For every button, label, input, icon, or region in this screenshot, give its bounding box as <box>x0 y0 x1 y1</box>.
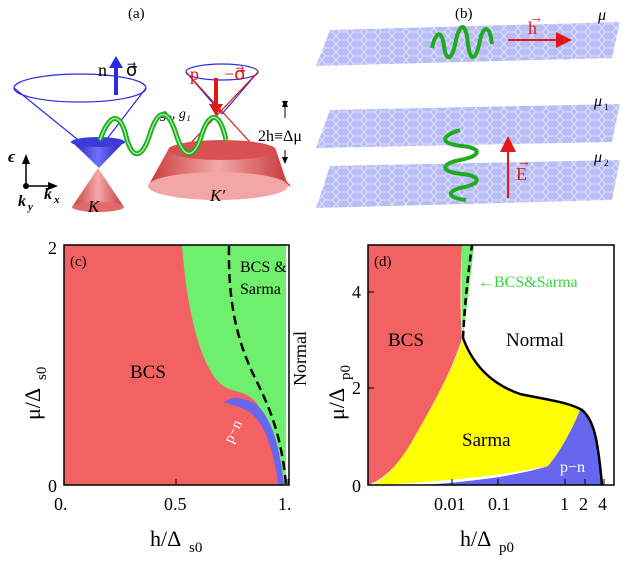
d-ytick-2: 2 <box>352 378 361 398</box>
panel-c-label: (c) <box>70 254 87 270</box>
d-xtick-1: 1 <box>560 494 569 514</box>
svg-text:p0: p0 <box>499 540 514 556</box>
region-pn-d <box>420 410 602 485</box>
axis-ky-label: k <box>18 193 26 210</box>
panel-c: (c) BCS BCS & Sarma Normal p−n 2 0 0. 0.… <box>20 238 310 556</box>
wave-top <box>430 25 494 60</box>
panel-d: (d) BCS Normal Sarma p−n ←BCS&Sarma 4 2 … <box>324 244 615 556</box>
graphene-layer-2 <box>316 160 620 208</box>
panel-a: (a) n σ⃗ p −σ⃗ <box>8 6 302 216</box>
d-ylabel: μ/Δ p0 <box>324 365 354 420</box>
region-pn-d-label: p−n <box>560 459 585 476</box>
region-bcs-sarma-label-1: BCS & <box>240 259 287 276</box>
svg-text:2: 2 <box>604 158 609 168</box>
h-label: h <box>528 18 537 38</box>
panel-b: (b) h → E → μ μ 1 μ 2 <box>316 6 620 208</box>
mu-top-label: μ <box>597 7 606 24</box>
region-normal-d-label: Normal <box>506 330 564 351</box>
boundary-d <box>461 337 604 486</box>
svg-text:s0: s0 <box>189 540 202 556</box>
d-xlabel: h/Δ p0 <box>460 526 514 556</box>
frame-d <box>367 244 615 486</box>
region-bcs-d <box>368 245 462 485</box>
region-bcs-label: BCS <box>130 362 166 383</box>
dashed-boundary <box>227 245 288 486</box>
svg-text:h/Δ: h/Δ <box>150 526 181 551</box>
d-xtick-01: 0.1 <box>488 494 511 514</box>
svg-text:→: → <box>517 155 531 170</box>
p-label: p <box>190 64 199 84</box>
axis-kx-label: k <box>44 186 52 203</box>
svg-text:h/Δ: h/Δ <box>460 526 491 551</box>
svg-text:p0: p0 <box>338 365 354 380</box>
panel-b-label: (b) <box>455 6 473 22</box>
c-xtick-0: 0. <box>54 494 68 514</box>
panel-d-label: (d) <box>374 254 392 270</box>
E-label: E <box>516 164 527 184</box>
c-xtick-1: 1. <box>278 494 292 514</box>
mu1-label: μ <box>593 93 602 110</box>
region-pn <box>224 397 284 485</box>
svg-text:x: x <box>53 194 60 206</box>
c-xlabel: h/Δ s0 <box>150 526 202 556</box>
sigma-up-label: σ⃗ <box>126 60 137 80</box>
wave-vertical <box>443 128 479 202</box>
bcs-sarma-arrow-label: ←BCS&Sarma <box>478 274 578 291</box>
d-xtick-2: 2 <box>579 494 588 514</box>
valley-K-label: K <box>87 197 101 216</box>
c-ytick-2: 2 <box>48 238 57 258</box>
svg-text:μ/Δ: μ/Δ <box>20 388 45 420</box>
region-bcs-d-label: BCS <box>388 330 424 351</box>
splitting-label: 2h≡Δμ <box>258 128 302 145</box>
svg-text:→: → <box>529 11 543 26</box>
mu2-label: μ <box>593 149 602 166</box>
svg-text:1: 1 <box>604 102 609 112</box>
region-sarma-d-label: Sarma <box>462 430 511 451</box>
svg-text:s0: s0 <box>34 367 50 380</box>
c-ylabel: μ/Δ s0 <box>20 367 50 420</box>
valley-Kp-label: K′ <box>209 186 225 205</box>
region-sarma-d <box>372 338 580 485</box>
d-ytick-4: 4 <box>352 282 361 302</box>
d-ytick-0: 0 <box>352 476 361 496</box>
sigma-down-label: −σ⃗ <box>224 64 246 84</box>
panel-a-label: (a) <box>128 6 145 22</box>
c-xtick-05: 0.5 <box>164 494 187 514</box>
d-xtick-4: 4 <box>598 494 607 514</box>
svg-text:y: y <box>26 201 33 213</box>
cone-K <box>13 73 147 212</box>
region-bcs-sarma-label-2: Sarma <box>240 281 281 298</box>
axis-eps-label: ϵ <box>8 147 16 166</box>
c-ytick-0: 0 <box>48 476 57 496</box>
region-normal-label: Normal <box>290 331 310 386</box>
graphene-layer-1 <box>316 104 620 148</box>
d-xtick-001: 0.01 <box>434 494 466 514</box>
region-bcs-sarma <box>182 245 289 485</box>
svg-text:μ/Δ: μ/Δ <box>324 388 349 420</box>
n-label: n <box>98 60 107 80</box>
